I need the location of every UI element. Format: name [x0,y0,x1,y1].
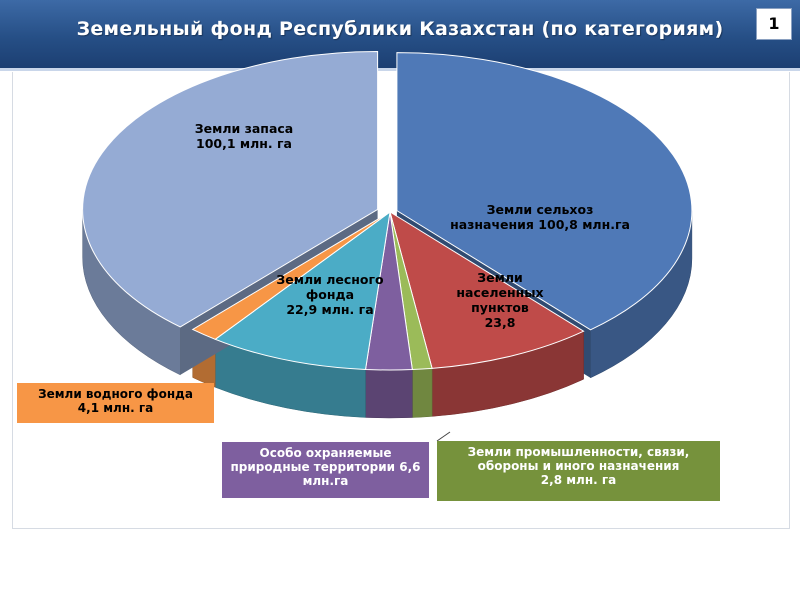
callout-line: 2,8 млн. га [540,473,617,487]
slice-reserve [82,50,379,328]
slice-side-protected [365,369,413,419]
slice-label-line: пунктов [471,300,529,315]
slice-water [191,211,391,340]
pie-labels: Земли сельхоз назначения 100,8 млн.гаЗемл… [195,121,630,442]
slice-label-line: населенных [456,285,543,300]
callout-line: 4,1 млн. га [77,401,154,415]
slice-label-forest: Земли лесного фонда 22,9 млн. га [276,272,384,317]
callout-line: Земли промышленности, связи, [467,445,690,459]
slice-label-line: Земли [477,270,523,285]
callout-line: обороны и иного назначения [477,459,680,473]
slice-label-line: назначения 100,8 млн.га [450,217,630,232]
slice-label-settlements: Земли населенных пунктов 23,8 [456,270,543,330]
slice-label-reserve: Земли запаса 100,1 млн. га [195,121,293,151]
page-number-badge: 1 [756,8,792,40]
callout-industry: Земли промышленности, связи, обороны и ин… [437,441,720,501]
callout-line: млн.га [302,474,349,488]
slice-forest [214,210,391,370]
slice-label-agri: Земли сельхоз назначения 100,8 млн.га [450,202,630,232]
content-frame [12,72,790,529]
callout-line: Особо охраняемые [259,446,392,460]
leader-line-industry [436,431,451,442]
callout-line: природные территории 6,6 [230,460,421,474]
slice-label-line: фонда [306,287,354,302]
slice-side-industry [412,368,433,418]
slice-label-line: Земли лесного [276,272,384,287]
slice-label-line: 22,9 млн. га [286,302,373,317]
callout-protected: Особо охраняемые природные территории 6,6… [222,442,429,498]
slice-label-line: Земли запаса [195,121,293,136]
callout-water: Земли водного фонда 4,1 млн. га [17,383,214,423]
callout-line: Земли водного фонда [38,387,193,401]
slice-label-line: 23,8 [485,315,516,330]
slide-title: Земельный фонд Республики Казахстан (по … [76,18,724,40]
slice-agri [396,52,693,331]
slice-label-line: Земли сельхоз [487,202,594,217]
slice-label-line: 100,1 млн. га [196,136,292,151]
slice-settlements [389,210,585,369]
pie-tops [82,50,693,371]
